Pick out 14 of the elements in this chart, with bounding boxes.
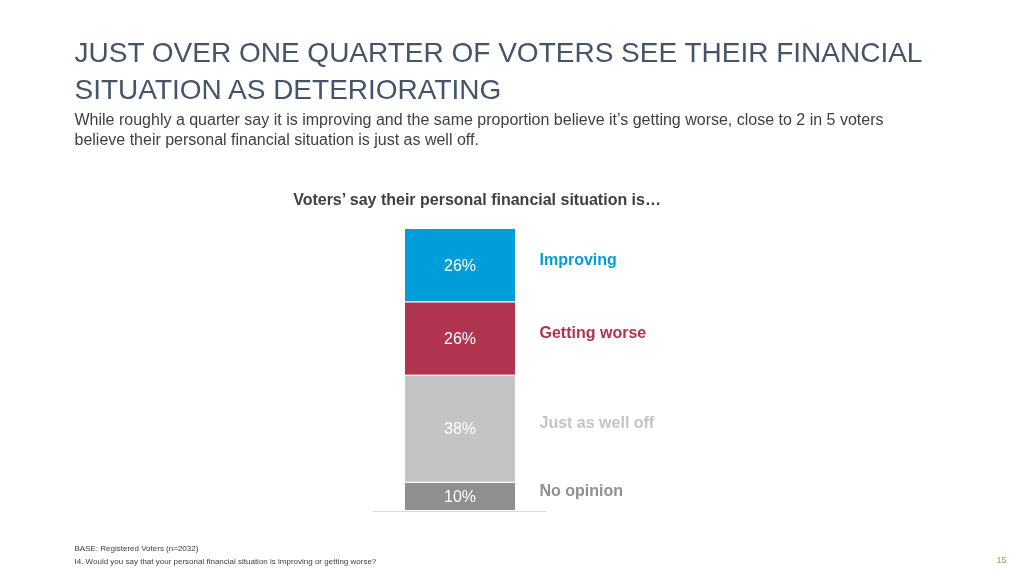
series-label: Getting worse xyxy=(539,323,647,341)
data-label: 38% xyxy=(443,420,477,438)
text: I4. Would you say that your personal financial situation is improving or getting worse? xyxy=(74,557,377,566)
data-label: 10% xyxy=(443,487,477,505)
chart-title: JUST OVER ONE QUARTER OF VOTERS SEE THEIR FINANCIAL SITUATION AS DETERIORATING xyxy=(74,36,923,105)
text: 15 xyxy=(996,554,1007,565)
data-label: 26% xyxy=(443,256,477,274)
series-label: Improving xyxy=(539,250,617,268)
data-label: 26% xyxy=(443,329,477,347)
series-label: Just as well off xyxy=(539,414,655,432)
text: BASE: Registered Voters (n=2032) xyxy=(74,544,199,553)
chart-subtitle: While roughly a quarter say it is improving and the same proportion believe it’s getting worse, close to 2 in 5 voters believe their personal financial situation is just as well off. xyxy=(74,110,884,148)
series-label: No opinion xyxy=(539,481,624,499)
x-axis-title: Voters’ say their personal financial situation is… xyxy=(293,191,661,208)
